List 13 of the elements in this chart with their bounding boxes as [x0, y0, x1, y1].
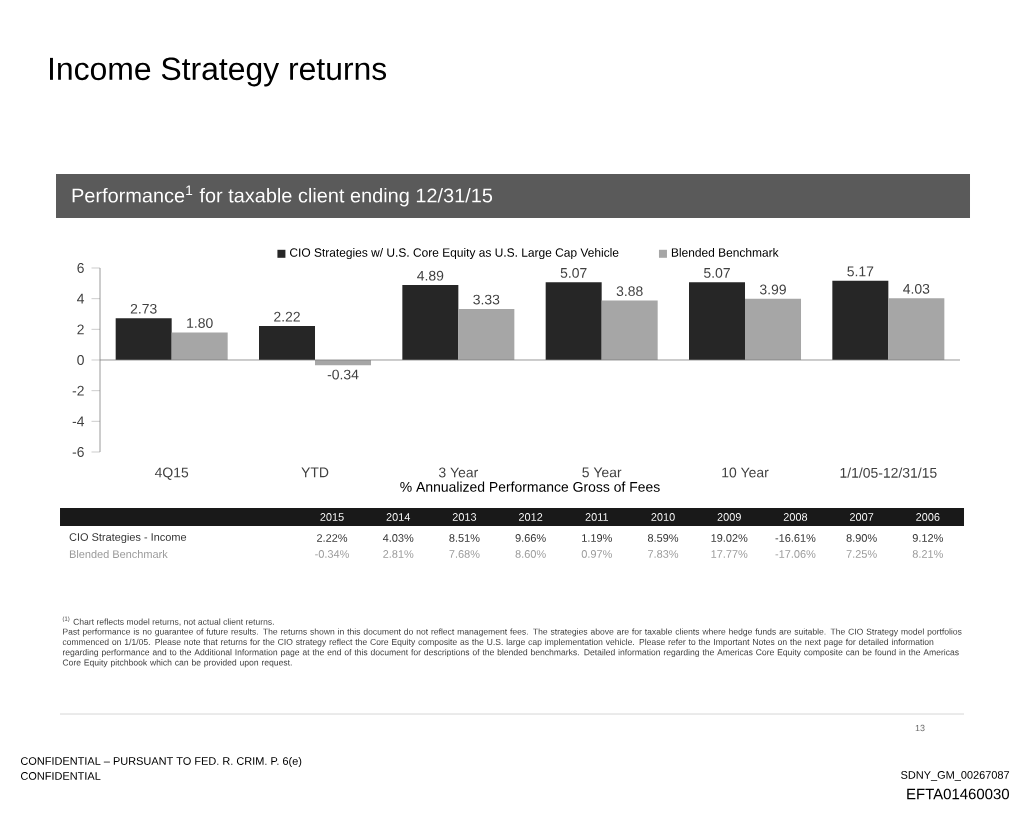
bar	[402, 285, 459, 360]
bar	[259, 325, 316, 360]
bar	[689, 282, 746, 360]
bar	[745, 298, 802, 360]
bar	[171, 332, 228, 360]
chart-subtitle: Performance$^{1}$ for taxable client ending 12/31/15	[72, 185, 493, 207]
bar	[545, 282, 602, 360]
chart-title: Income Strategy returns	[49, 57, 387, 87]
bar	[601, 300, 658, 360]
bar	[115, 318, 172, 360]
bar	[888, 298, 945, 360]
bar	[832, 280, 889, 360]
bar	[458, 308, 515, 360]
